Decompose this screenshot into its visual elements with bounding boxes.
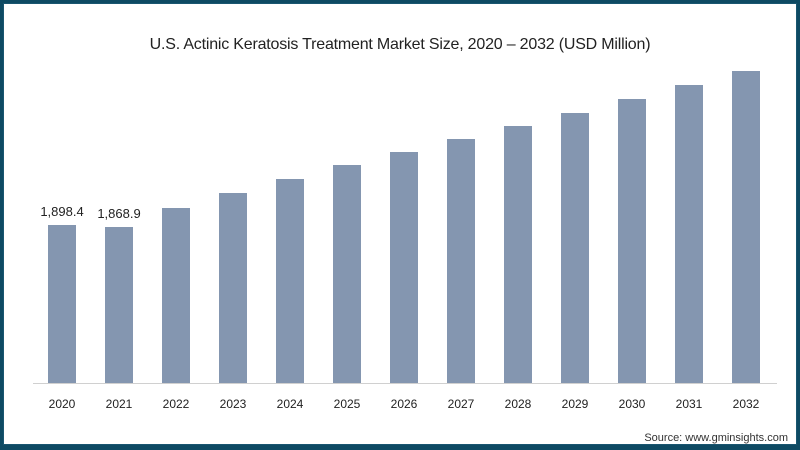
bar-2027	[447, 138, 475, 383]
x-tick-label: 2026	[390, 397, 418, 411]
x-axis-line	[33, 383, 777, 384]
bar-2025	[333, 164, 361, 383]
chart-title: U.S. Actinic Keratosis Treatment Market …	[149, 36, 651, 53]
data-label: 1,898.4	[40, 204, 84, 219]
x-tick-label: 2024	[276, 397, 304, 411]
chart-frame: U.S. Actinic Keratosis Treatment Market …	[3, 3, 797, 445]
bar-2028	[504, 125, 532, 383]
bar-2026	[390, 151, 418, 383]
bar-2021	[105, 227, 133, 383]
x-tick-label: 2022	[162, 397, 190, 411]
x-tick-label: 2032	[732, 397, 760, 411]
x-tick-label: 2020	[48, 397, 76, 411]
x-tick-label: 2028	[504, 397, 532, 411]
bar-2032	[732, 70, 760, 383]
x-tick-label: 2027	[447, 397, 475, 411]
bar-2031	[675, 84, 703, 383]
x-tick-label: 2023	[219, 397, 247, 411]
source-note: Source: www.gminsights.com	[644, 432, 788, 444]
bar-2023	[219, 192, 247, 383]
bar-2020	[48, 225, 76, 383]
x-tick-label: 2021	[105, 397, 133, 411]
bar-2024	[276, 179, 304, 383]
bar-2029	[561, 113, 589, 383]
bar-2022	[162, 207, 190, 383]
x-tick-label: 2025	[333, 397, 361, 411]
x-tick-label: 2031	[675, 397, 703, 411]
bar-2030	[618, 99, 646, 383]
plot-area: 2020 1,898.4 2021 1,868.9 2022 2023 2024 2025 20…	[4, 4, 798, 446]
x-tick-label: 2029	[561, 397, 589, 411]
data-label: 1,868.9	[97, 206, 141, 222]
x-tick-label: 2030	[618, 397, 646, 411]
